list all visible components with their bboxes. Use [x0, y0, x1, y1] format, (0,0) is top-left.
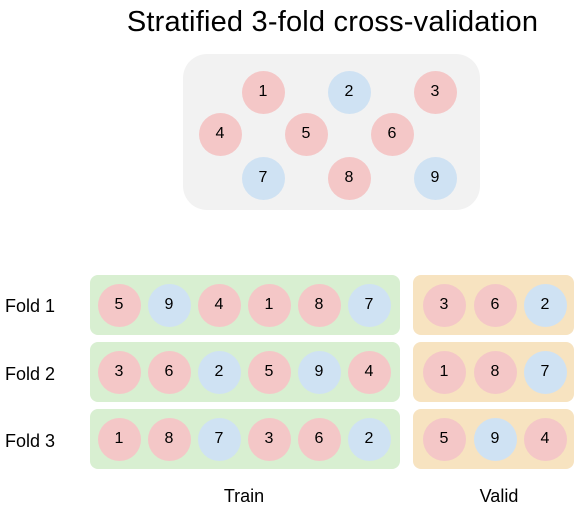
fold-1-label: Fold 1 — [5, 296, 56, 316]
train-sample-circle: 9 — [297, 350, 341, 394]
valid-sample-circle: 9 — [473, 417, 517, 461]
pool-sample-circle: 2 — [327, 70, 371, 114]
train-sample-circle: 2 — [197, 350, 241, 394]
train-sample-circle: 7 — [347, 283, 391, 327]
pool-sample-circle: 3 — [413, 70, 457, 114]
train-sample-circle: 8 — [147, 417, 191, 461]
pool-sample-circle: 6 — [370, 112, 414, 156]
train-sample-circle: 4 — [347, 350, 391, 394]
train-sample-circle: 1 — [97, 417, 141, 461]
pool-sample-circle: 9 — [413, 156, 457, 200]
train-sample-circle: 7 — [197, 417, 241, 461]
valid-sample-circle: 5 — [422, 417, 466, 461]
train-sample-circle: 1 — [247, 283, 291, 327]
train-label: Train — [223, 486, 265, 506]
train-sample-circle: 2 — [347, 417, 391, 461]
train-sample-circle: 6 — [297, 417, 341, 461]
valid-sample-circle: 2 — [523, 283, 567, 327]
train-sample-circle: 6 — [147, 350, 191, 394]
pool-sample-circle: 1 — [241, 70, 285, 114]
train-sample-circle: 5 — [247, 350, 291, 394]
train-sample-circle: 9 — [147, 283, 191, 327]
valid-sample-circle: 1 — [422, 350, 466, 394]
valid-sample-circle: 6 — [473, 283, 517, 327]
diagram-title: Stratified 3-fold cross-validation — [126, 6, 539, 38]
train-sample-circle: 4 — [197, 283, 241, 327]
pool-sample-circle: 5 — [284, 112, 328, 156]
train-sample-circle: 5 — [97, 283, 141, 327]
valid-sample-circle: 7 — [523, 350, 567, 394]
train-sample-circle: 8 — [297, 283, 341, 327]
valid-sample-circle: 4 — [523, 417, 567, 461]
fold-2-label: Fold 2 — [5, 364, 56, 384]
valid-label: Valid — [479, 486, 519, 506]
train-sample-circle: 3 — [97, 350, 141, 394]
train-sample-circle: 3 — [247, 417, 291, 461]
fold-3-label: Fold 3 — [5, 431, 56, 451]
valid-sample-circle: 8 — [473, 350, 517, 394]
valid-sample-circle: 3 — [422, 283, 466, 327]
pool-sample-circle: 4 — [198, 112, 242, 156]
pool-sample-circle: 8 — [327, 156, 371, 200]
pool-sample-circle: 7 — [241, 156, 285, 200]
